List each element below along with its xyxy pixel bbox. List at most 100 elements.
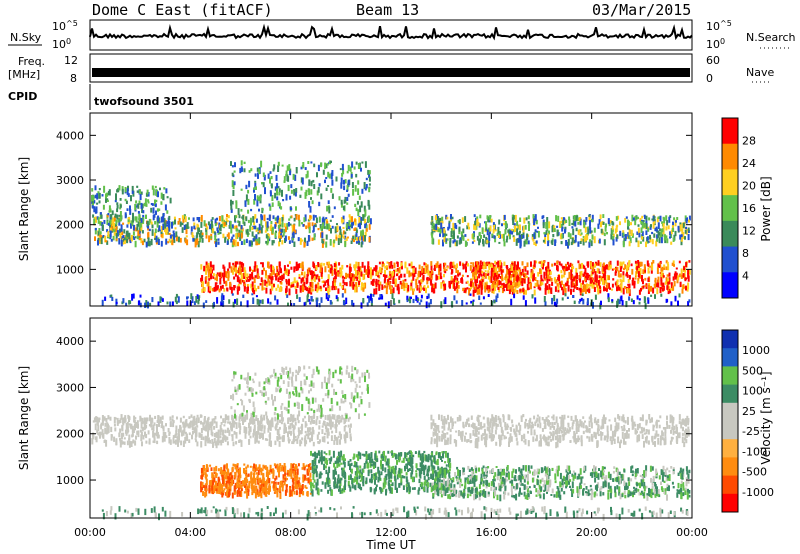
echo-cell (237, 220, 240, 223)
echo-cell (184, 238, 187, 244)
echo-cell (563, 429, 566, 437)
echo-cell (626, 435, 629, 438)
echo-cell (157, 435, 160, 438)
echo-cell (255, 229, 258, 232)
echo-cell (627, 232, 630, 239)
echo-cell (616, 279, 619, 282)
echo-cell (429, 271, 432, 278)
echo-cell (543, 296, 546, 303)
echo-cell (433, 428, 436, 431)
echo-cell (348, 214, 351, 218)
echo-cell (160, 201, 163, 205)
echo-cell (298, 263, 301, 268)
echo-cell (268, 438, 271, 444)
echo-cell (524, 421, 527, 429)
echo-cell (437, 425, 440, 432)
echo-cell (685, 435, 688, 438)
echo-cell (308, 201, 311, 208)
echo-cell (684, 437, 686, 441)
echo-cell (251, 419, 254, 425)
echo-cell (238, 423, 241, 428)
echo-cell (470, 424, 473, 428)
echo-cell (113, 423, 116, 427)
echo-cell (344, 288, 347, 294)
echo-cell (349, 433, 352, 439)
echo-cell (276, 189, 279, 196)
echo-cell (111, 296, 114, 301)
echo-cell (667, 225, 670, 230)
echo-cell (288, 439, 291, 442)
echo-cell (140, 217, 143, 223)
echo-cell (333, 439, 336, 445)
echo-cell (124, 198, 127, 202)
echo-cell (253, 424, 256, 432)
echo-cell (381, 261, 384, 268)
echo-cell (510, 280, 513, 287)
colorbar-tick-label: 4 (742, 270, 749, 283)
echo-cell (461, 233, 464, 238)
echo-cell (176, 295, 179, 298)
echo-cell (306, 287, 308, 292)
echo-cell (513, 431, 516, 435)
echo-cell (562, 288, 565, 296)
echo-cell (339, 274, 342, 278)
echo-cell (158, 225, 161, 231)
echo-cell (509, 268, 512, 271)
echo-cell (498, 231, 501, 235)
echo-cell (240, 188, 243, 191)
echo-cell (475, 433, 478, 437)
echo-cell (592, 282, 595, 289)
echo-cell (167, 241, 170, 244)
echo-cell (123, 240, 126, 245)
echo-cell (98, 418, 100, 423)
echo-cell (279, 206, 281, 209)
echo-cell (331, 193, 334, 199)
echo-cell (652, 441, 655, 445)
echo-cell (443, 230, 446, 237)
echo-cell (685, 228, 688, 235)
echo-cell (438, 414, 440, 420)
echo-cell (547, 261, 550, 269)
echo-cell (572, 419, 575, 424)
echo-cell (438, 430, 441, 433)
echo-cell (454, 421, 457, 424)
echo-cell (313, 276, 316, 283)
echo-cell (661, 272, 664, 276)
echo-cell (172, 435, 175, 438)
echo-cell (591, 277, 594, 280)
echo-cell (174, 227, 177, 230)
echo-cell (261, 299, 264, 305)
echo-cell (326, 220, 329, 224)
echo-cell (247, 198, 250, 205)
echo-cell (432, 284, 435, 291)
echo-cell (583, 271, 586, 277)
echo-cell (277, 165, 280, 172)
echo-cell (518, 232, 521, 236)
echo-cell (272, 284, 275, 287)
echo-cell (354, 234, 357, 241)
echo-cell (388, 277, 391, 281)
echo-cell (210, 236, 213, 239)
echo-cell (205, 300, 208, 303)
echo-cell (455, 240, 458, 247)
echo-cell (318, 278, 321, 282)
echo-cell (119, 437, 121, 441)
echo-cell (293, 277, 296, 283)
echo-cell (516, 281, 519, 288)
echo-cell (592, 282, 595, 285)
echo-cell (360, 285, 363, 291)
echo-cell (455, 439, 458, 447)
echo-cell (618, 299, 621, 305)
echo-cell (679, 234, 682, 240)
echo-cell (226, 287, 229, 292)
echo-cell (298, 274, 301, 277)
echo-cell (101, 194, 104, 197)
echo-cell (322, 284, 325, 288)
echo-cell (465, 421, 468, 427)
echo-cell (121, 433, 123, 439)
echo-cell (288, 440, 290, 444)
echo-cell (474, 286, 477, 290)
echo-cell (441, 437, 443, 442)
echo-cell (509, 433, 512, 439)
echo-cell (457, 270, 459, 276)
